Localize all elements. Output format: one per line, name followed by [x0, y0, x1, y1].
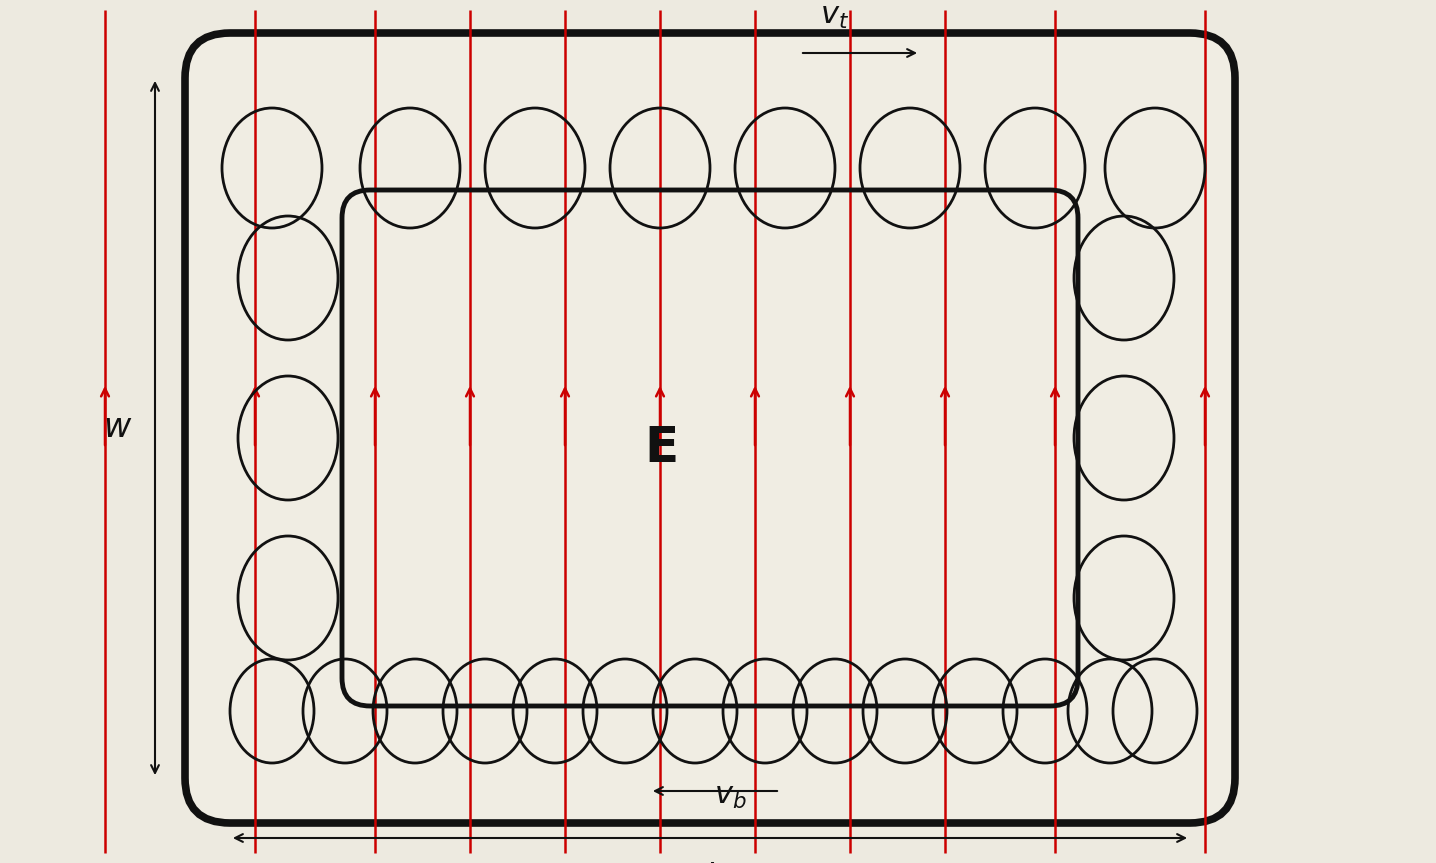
- FancyBboxPatch shape: [185, 33, 1235, 823]
- Text: $v_t$: $v_t$: [820, 0, 850, 31]
- Text: $w$: $w$: [103, 412, 132, 444]
- Text: $\mathbf{E}$: $\mathbf{E}$: [643, 424, 676, 473]
- Text: $v_b$: $v_b$: [714, 780, 747, 811]
